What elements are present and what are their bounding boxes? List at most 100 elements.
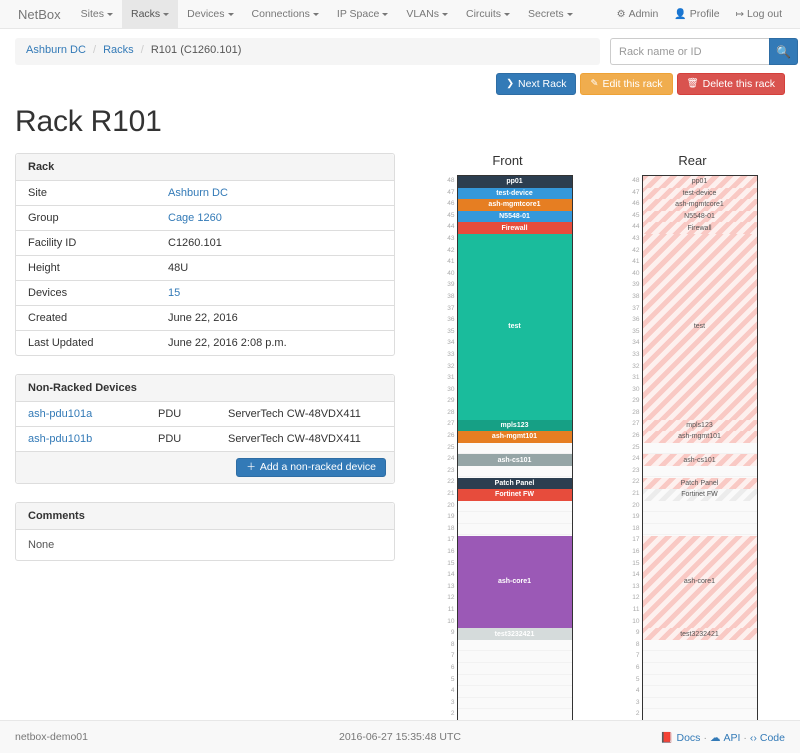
rack-device-test3232421[interactable]: test3232421 [642, 628, 757, 640]
rack-info-link[interactable]: Ashburn DC [168, 187, 228, 199]
add-nonracked-device-button[interactable]: ＋ Add a non-racked device [236, 458, 386, 477]
rack-device-ash-core1[interactable]: ash-core1 [642, 535, 757, 629]
rack-unit-number: 30 [632, 385, 640, 393]
rack-device-pp01[interactable]: pp01 [642, 176, 757, 188]
rack-device-mpls123[interactable]: mpls123 [457, 419, 572, 432]
rack-device-ash-core1[interactable]: ash-core1 [457, 535, 572, 629]
rack-device-pp01[interactable]: pp01 [457, 176, 572, 188]
page-footer: netbox-demo01 2016-06-27 15:35:48 UTC 📕 D… [0, 720, 800, 753]
rack-unit-slot[interactable] [642, 523, 757, 536]
delete-this-rack-button[interactable]: 🗑 Delete this rack [676, 73, 785, 95]
rack-device-test-device[interactable]: test-device [642, 187, 757, 200]
nav-item-devices[interactable]: Devices [178, 0, 242, 28]
rack-device-label: ash-cs101 [497, 456, 532, 464]
rack-unit-number: 14 [447, 571, 455, 579]
nonracked-device-link[interactable]: ash-pdu101b [28, 433, 93, 445]
rack-device-fortinet-fw[interactable]: Fortinet FW [642, 489, 757, 501]
nav-log-out[interactable]: ↦ Log out [728, 0, 790, 28]
rack-info-row: Site Ashburn DC [16, 181, 394, 206]
nonracked-device-name-cell[interactable]: ash-pdu101a [16, 402, 146, 427]
rack-device-n5548-01[interactable]: N5548-01 [457, 210, 572, 223]
nav-item-racks[interactable]: Racks [121, 0, 179, 28]
rack-device-firewall[interactable]: Firewall [642, 222, 757, 234]
nav-admin[interactable]: ⚙ Admin [609, 0, 667, 28]
nav-item-vlans[interactable]: VLANs [397, 0, 457, 28]
rack-device-fortinet-fw[interactable]: Fortinet FW [457, 489, 572, 501]
rack-device-ash-cs101[interactable]: ash-cs101 [642, 454, 757, 466]
comments-body: None [28, 538, 55, 551]
rack-unit-slot[interactable] [642, 500, 757, 513]
rack-device-ash-mgmt101[interactable]: ash-mgmt101 [457, 431, 572, 443]
rack-device-ash-mgmt101[interactable]: ash-mgmt101 [642, 431, 757, 443]
rack-unit-slot[interactable] [642, 442, 757, 455]
rack-unit-slot[interactable] [457, 500, 572, 513]
rack-device-ash-cs101[interactable]: ash-cs101 [457, 454, 572, 466]
footer-link-label: API [723, 731, 741, 744]
next-rack-button[interactable]: ❯ Next Rack [496, 73, 577, 95]
rack-unit-slot[interactable] [457, 674, 572, 687]
rack-unit-slot[interactable] [642, 674, 757, 687]
search-button[interactable]: 🔍 [769, 38, 798, 65]
topbar: Ashburn DC / Racks / R101 (C1260.101) 🔍 [15, 29, 798, 65]
edit-this-rack-button[interactable]: ✎ Edit this rack [580, 73, 673, 95]
rack-unit-slot[interactable] [642, 686, 757, 698]
nav-item-secrets[interactable]: Secrets [519, 0, 582, 28]
nav-profile[interactable]: 👤 Profile [666, 0, 727, 28]
rack-unit-slot[interactable] [457, 651, 572, 663]
rack-device-test[interactable]: test [642, 234, 757, 420]
rack-unit-slot[interactable] [457, 512, 572, 524]
chevron-down-icon [382, 12, 389, 16]
rack-device-test[interactable]: test [457, 234, 572, 420]
rack-unit-number: 12 [632, 594, 640, 602]
rack-unit-slot[interactable] [642, 651, 757, 663]
front-unit-numbers: 48 47 46 45 44 43 42 41 40 39 38 37 36 35 34 33 32 31 30 29… [443, 175, 457, 732]
rack-unit-slot[interactable] [457, 686, 572, 698]
rack-unit-slot[interactable] [457, 697, 572, 710]
rack-device-firewall[interactable]: Firewall [457, 222, 572, 234]
search-input[interactable] [610, 38, 769, 65]
footer-link-docs[interactable]: 📕 Docs [660, 732, 700, 744]
rack-unit-slot[interactable] [457, 442, 572, 455]
rack-info-link[interactable]: 15 [168, 287, 181, 299]
rack-unit-slot[interactable] [642, 697, 757, 710]
rack-unit-slot[interactable] [642, 465, 757, 478]
rack-unit-slot[interactable] [457, 465, 572, 478]
rack-unit-number: 10 [447, 617, 455, 625]
breadcrumb-racks[interactable]: Racks [103, 44, 134, 56]
rack-device-mpls123[interactable]: mpls123 [642, 419, 757, 432]
rack-device-patch-panel[interactable]: Patch Panel [457, 477, 572, 490]
rack-info-value[interactable]: Ashburn DC [156, 181, 394, 206]
nav-item-sites[interactable]: Sites [72, 0, 122, 28]
breadcrumb-site[interactable]: Ashburn DC [26, 44, 86, 56]
rack-device-ash-mgmtcore1[interactable]: ash-mgmtcore1 [457, 199, 572, 211]
rack-info-link[interactable]: Cage 1260 [168, 212, 222, 224]
rack-unit-slot[interactable] [642, 512, 757, 524]
rack-unit-slot[interactable] [457, 662, 572, 675]
rack-info-value[interactable]: Cage 1260 [156, 205, 394, 231]
rack-device-test-device[interactable]: test-device [457, 187, 572, 200]
rack-unit-number: 24 [632, 455, 640, 463]
rack-unit-slot[interactable] [642, 662, 757, 675]
rack-unit-slot[interactable] [457, 523, 572, 536]
chevron-down-icon [106, 12, 113, 16]
rack-device-n5548-01[interactable]: N5548-01 [642, 210, 757, 223]
nav-item-ip-space[interactable]: IP Space [328, 0, 397, 28]
brand-logo[interactable]: NetBox [18, 6, 61, 22]
nonracked-device-name-cell[interactable]: ash-pdu101b [16, 426, 146, 451]
rack-device-ash-mgmtcore1[interactable]: ash-mgmtcore1 [642, 199, 757, 211]
action-buttons: ❯ Next Rack ✎ Edit this rack 🗑 Delete this ra… [15, 73, 785, 95]
rack-device-test3232421[interactable]: test3232421 [457, 628, 572, 640]
rack-unit-slot[interactable] [457, 639, 572, 652]
nav-item-connections[interactable]: Connections [243, 0, 328, 28]
nonracked-device-link[interactable]: ash-pdu101a [28, 408, 93, 420]
rack-device-patch-panel[interactable]: Patch Panel [642, 477, 757, 490]
footer-link-api[interactable]: ☁ API [710, 732, 740, 744]
nonracked-heading: Non-Racked Devices [16, 375, 394, 402]
rack-unit-number: 41 [632, 258, 640, 266]
nav-item-circuits[interactable]: Circuits [457, 0, 519, 28]
rack-device-label: pp01 [506, 178, 523, 186]
rack-info-value[interactable]: 15 [156, 280, 394, 306]
footer-link-code[interactable]: ‹› Code [750, 732, 785, 744]
rack-device-label: Patch Panel [680, 479, 719, 487]
rack-unit-slot[interactable] [642, 639, 757, 652]
